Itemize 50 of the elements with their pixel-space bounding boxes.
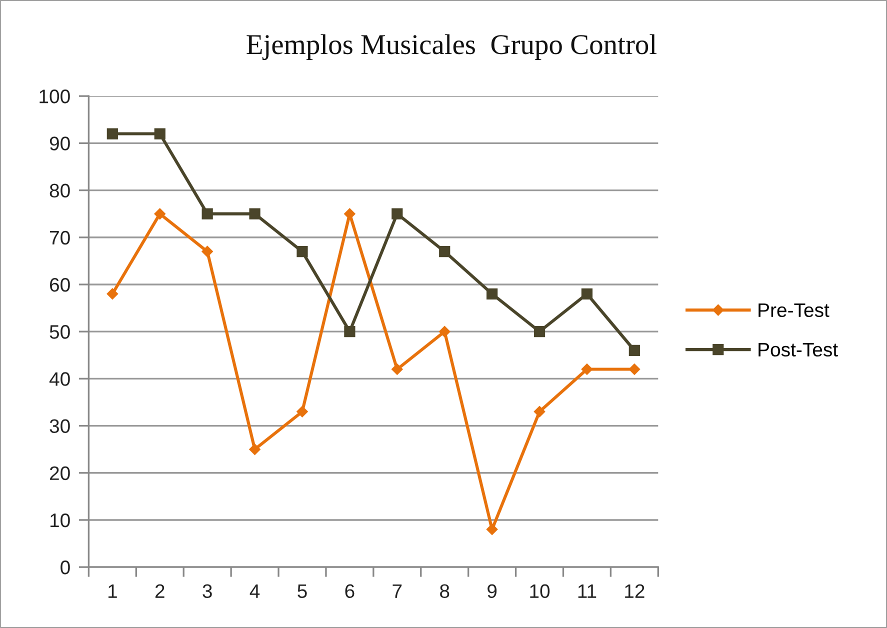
- point: [106, 128, 118, 140]
- point: [439, 326, 450, 338]
- x-tick-label: 8: [440, 584, 450, 598]
- x-tick-label: 6: [345, 584, 354, 598]
- y-tick-label: 60: [50, 278, 70, 292]
- legend-label: Pre-Test: [758, 303, 830, 318]
- point: [249, 208, 260, 220]
- point: [439, 246, 450, 258]
- x-tick-label: 5: [298, 584, 307, 598]
- point: [154, 128, 166, 140]
- y-tick-label: 90: [50, 136, 70, 150]
- x-tick-label: 12: [625, 584, 644, 598]
- y-tick-label: 80: [50, 184, 70, 198]
- point: [392, 208, 403, 220]
- point: [534, 406, 546, 418]
- point: [581, 288, 593, 300]
- y-tick-label: 10: [50, 513, 70, 528]
- y-tick-label: 50: [50, 325, 70, 339]
- point: [249, 444, 260, 455]
- point: [628, 364, 640, 375]
- point: [154, 208, 166, 220]
- x-tick-label: 9: [488, 584, 497, 598]
- point: [581, 364, 593, 375]
- y-tick-label: 0: [60, 560, 70, 574]
- y-tick-label: 30: [50, 419, 70, 434]
- point: [628, 344, 640, 356]
- x-tick-label: 10: [530, 584, 550, 598]
- point: [344, 326, 356, 338]
- x-tick-label: 3: [202, 584, 212, 598]
- x-tick-label: 4: [250, 584, 260, 598]
- x-tick-label: 7: [392, 584, 402, 598]
- x-tick-label: 1: [108, 584, 117, 598]
- point: [486, 288, 498, 300]
- chart-title: Ejemplos Musicales Grupo Control: [246, 34, 657, 60]
- point: [344, 208, 356, 220]
- point: [202, 246, 213, 258]
- x-tick-label: 11: [578, 584, 596, 598]
- point: [392, 364, 403, 375]
- point: [296, 246, 308, 258]
- point: [534, 326, 546, 338]
- point: [202, 208, 213, 220]
- x-tick-label: 2: [155, 584, 164, 598]
- legend-label: Post-Test: [758, 342, 838, 357]
- y-tick-label: 70: [50, 230, 70, 245]
- point: [106, 288, 118, 300]
- point: [486, 524, 498, 536]
- y-tick-label: 40: [49, 372, 70, 386]
- y-tick-label: 20: [50, 466, 70, 480]
- y-tick-label: 100: [40, 90, 70, 104]
- point: [296, 406, 308, 418]
